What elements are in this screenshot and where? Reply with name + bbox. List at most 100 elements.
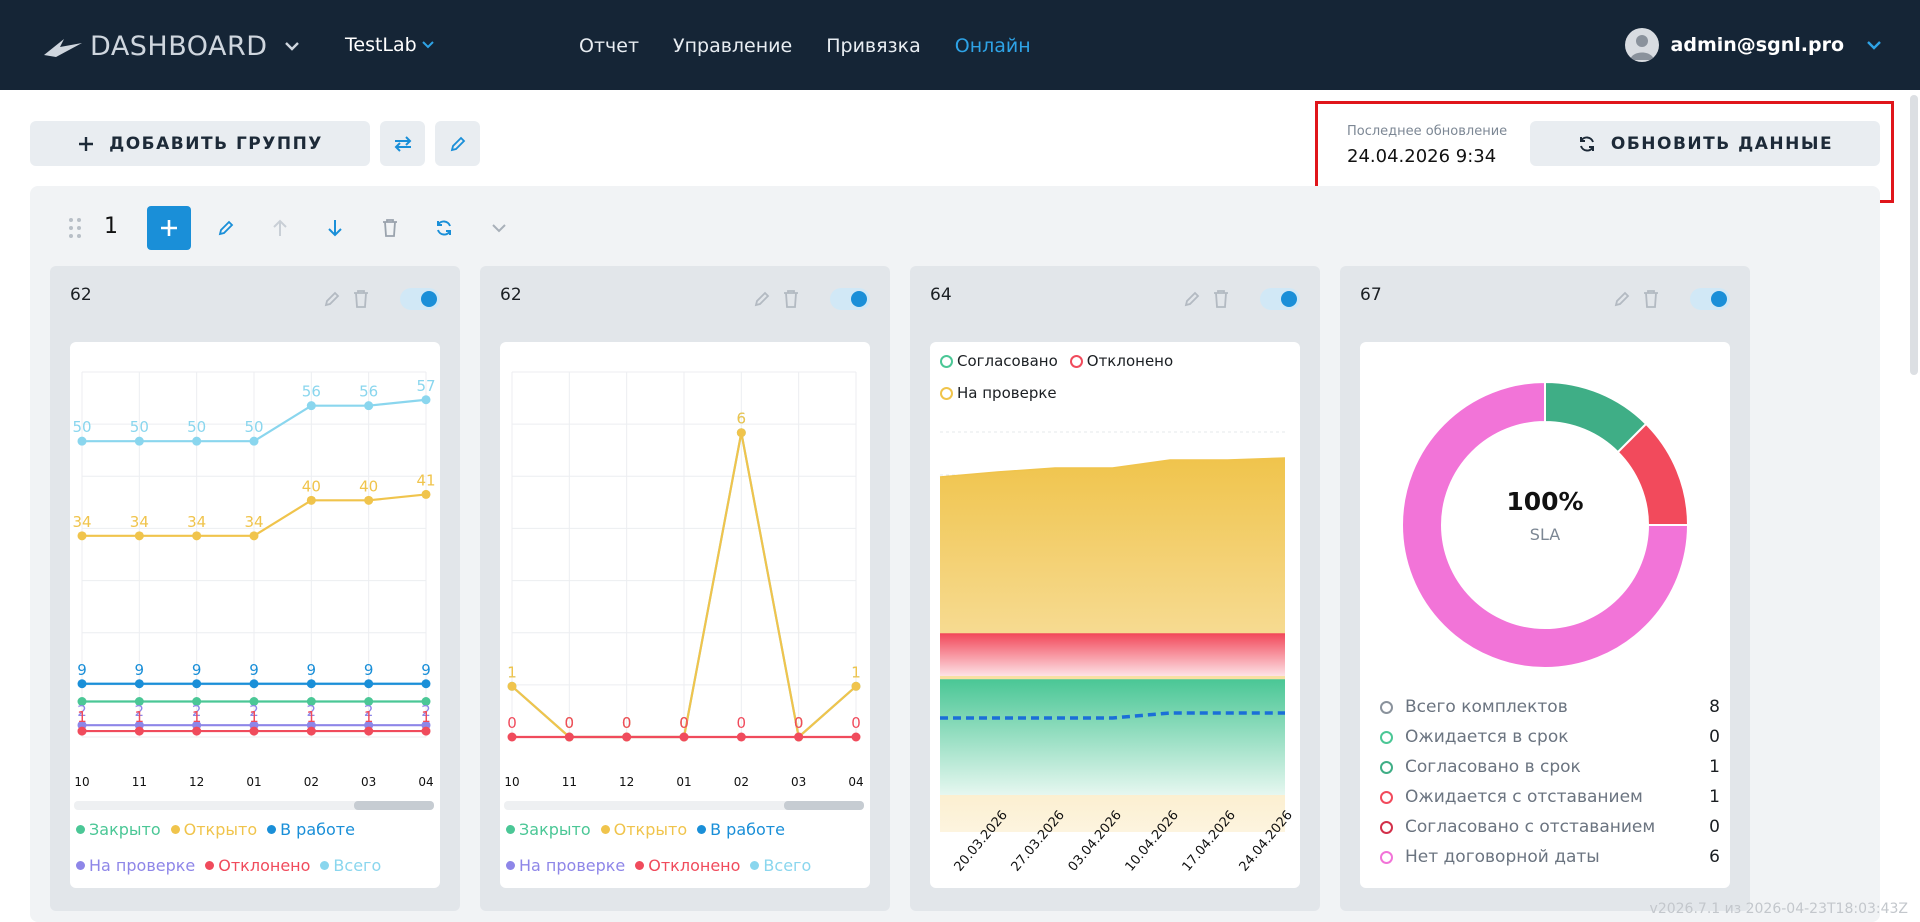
data-label: 0 (794, 714, 804, 732)
legend-item[interactable]: Закрыто (76, 820, 161, 839)
chart-scrollbar[interactable] (504, 801, 864, 810)
data-label: 0 (622, 714, 632, 732)
data-label: 34 (244, 513, 263, 531)
chart-legend: На проверке (940, 384, 1057, 402)
trash-icon[interactable] (1642, 289, 1660, 309)
pencil-icon[interactable] (1182, 289, 1202, 309)
refresh-data-button[interactable]: ОБНОВИТЬ ДАННЫЕ (1530, 121, 1880, 166)
refresh-group-button[interactable] (429, 213, 459, 243)
legend-item[interactable]: Отклонено (1069, 352, 1173, 370)
nav-binding[interactable]: Привязка (826, 35, 921, 57)
data-label: 50 (244, 418, 263, 436)
card-toggle[interactable] (1690, 288, 1730, 310)
pencil-icon[interactable] (752, 289, 772, 309)
trash-icon[interactable] (352, 289, 370, 309)
logo[interactable]: DASHBOARD (42, 28, 300, 64)
data-point (622, 732, 632, 742)
legend-label: В работе (710, 820, 785, 839)
drag-handle-icon[interactable] (60, 213, 90, 243)
edit-group-button[interactable] (211, 213, 241, 243)
pencil-icon[interactable] (322, 289, 342, 309)
move-down-button[interactable] (320, 213, 350, 243)
data-label: 0 (679, 714, 689, 732)
user-icon (1629, 35, 1654, 60)
collapse-group-button[interactable] (484, 213, 514, 243)
data-point (249, 726, 259, 736)
card-toggle[interactable] (830, 288, 870, 310)
legend-item[interactable]: Открыто (170, 820, 257, 839)
data-point (507, 732, 517, 742)
logo-text: DASHBOARD (90, 30, 268, 62)
data-point (249, 436, 259, 446)
data-point (249, 697, 259, 706)
legend-item[interactable]: Отклонено (635, 856, 740, 875)
card-toggle[interactable] (1260, 288, 1300, 310)
nav-online[interactable]: Онлайн (954, 35, 1031, 57)
data-label: 1 (851, 663, 861, 681)
tick-label: 01 (676, 775, 691, 789)
legend-item[interactable]: Всего (750, 856, 811, 875)
trash-icon[interactable] (782, 289, 800, 309)
legend-item[interactable]: Отклонено (205, 856, 310, 875)
list-item-value: 6 (1709, 847, 1720, 867)
data-point (77, 697, 87, 706)
logo-icon (44, 39, 82, 57)
legend-item[interactable]: На проверке (940, 384, 1057, 402)
tick-label: 02 (734, 775, 749, 789)
tick-label: 02 (304, 775, 319, 789)
nav-report[interactable]: Отчет (579, 35, 640, 57)
legend-label: Отклонено (648, 856, 741, 875)
data-point (192, 436, 202, 446)
project-selector[interactable]: TestLab (345, 34, 435, 56)
trash-icon[interactable] (1212, 289, 1230, 309)
legend-item[interactable]: Открыто (600, 820, 687, 839)
data-label: 50 (72, 418, 91, 436)
tick-label: 12 (189, 775, 204, 789)
data-label: 0 (565, 714, 575, 732)
card-title: 67 (1360, 285, 1382, 305)
legend-item[interactable]: На проверке (76, 856, 195, 875)
data-point (794, 732, 804, 742)
version-text: v2026.7.1 из 2026-04-23T18:03:43Z (1649, 901, 1908, 917)
legend-item[interactable]: В работе (697, 820, 785, 839)
data-label: 1 (192, 708, 202, 726)
data-label: 0 (851, 714, 861, 732)
swap-icon (394, 135, 411, 152)
data-point (507, 681, 517, 691)
chart-scrollbar[interactable] (74, 801, 434, 810)
data-point (851, 732, 861, 742)
legend-item[interactable]: На проверке (506, 856, 625, 875)
chart-panel: Согласовано Отклонено На проверке 20.03.… (930, 342, 1300, 888)
avatar (1624, 28, 1659, 62)
add-widget-button[interactable] (147, 206, 191, 250)
legend-item[interactable]: Согласовано (940, 352, 1058, 370)
card-tools (1182, 288, 1300, 310)
legend-item[interactable]: Всего (320, 856, 381, 875)
user-menu[interactable]: admin@sgnl.pro (1624, 26, 1882, 64)
delete-group-button[interactable] (375, 213, 405, 243)
swap-button[interactable] (380, 121, 425, 166)
edit-button[interactable] (435, 121, 480, 166)
data-label: 0 (565, 714, 575, 732)
page-scrollbar[interactable] (1910, 95, 1918, 375)
pencil-icon[interactable] (1612, 289, 1632, 309)
data-label: 34 (72, 513, 91, 531)
list-item-label: Ожидается с отставанием (1405, 787, 1643, 807)
list-item-value: 1 (1709, 757, 1720, 777)
list-item-label: Ожидается в срок (1405, 727, 1569, 747)
data-point (134, 697, 144, 706)
legend-item[interactable]: В работе (267, 820, 355, 839)
chart-panel: 1 0 0 0 6 0 1 1 0 0 0 6 0 1 0 0 0 0 0 0 0 10 11 12 01 02 03 04 Закр… (500, 342, 870, 888)
move-up-button[interactable] (265, 213, 295, 243)
sla-label: SLA (1529, 525, 1561, 544)
data-point (306, 401, 316, 411)
legend-item[interactable]: Закрыто (506, 820, 591, 839)
data-point (192, 531, 202, 541)
nav-management[interactable]: Управление (673, 35, 793, 57)
card-toggle[interactable] (400, 288, 440, 310)
chevron-down-icon[interactable] (284, 40, 300, 52)
data-label: 9 (421, 661, 431, 679)
data-point (134, 726, 144, 736)
data-label: 34 (187, 513, 206, 531)
add-group-button[interactable]: ДОБАВИТЬ ГРУППУ (30, 121, 370, 166)
